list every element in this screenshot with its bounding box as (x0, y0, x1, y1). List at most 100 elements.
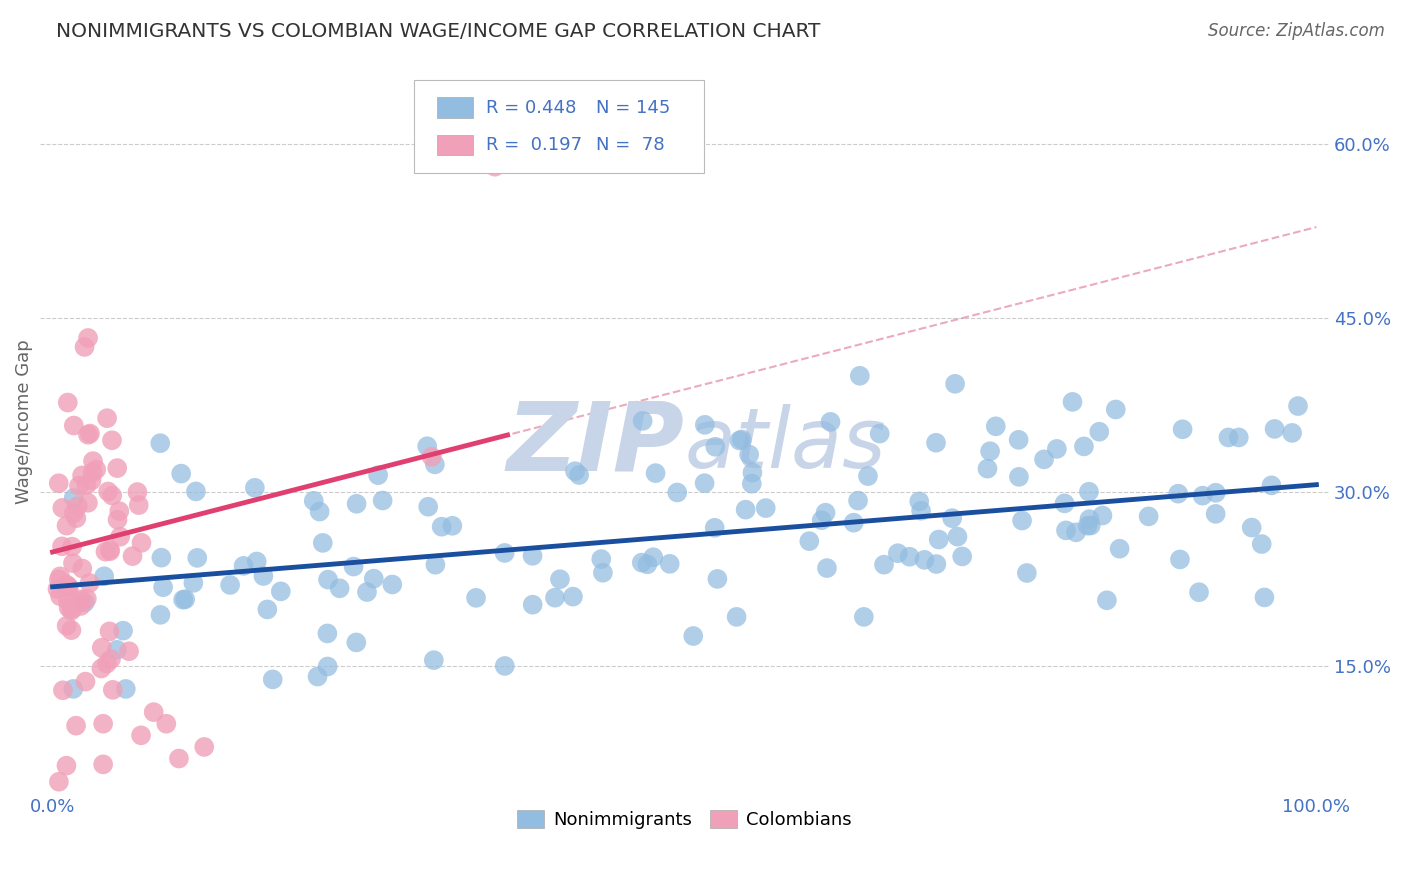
Point (76, 478, 98, 492)
Point (75, 674, 97, 689)
Point (46, 582, 69, 596)
Point (48, 476, 70, 491)
Point (1073, 439, 1095, 453)
Point (562, 590, 585, 604)
Point (77, 496, 100, 510)
Point (72, 561, 94, 575)
Point (1205, 507, 1227, 521)
Point (60, 623, 83, 637)
Point (101, 434, 124, 448)
Point (55, 518, 77, 533)
Point (90, 640, 112, 655)
Point (1171, 422, 1194, 436)
Point (522, 598, 544, 612)
Point (914, 553, 936, 567)
Legend: Nonimmigrants, Colombians: Nonimmigrants, Colombians (510, 803, 859, 837)
Point (316, 573, 339, 587)
Point (108, 504, 131, 518)
Point (644, 466, 666, 480)
Point (66, 499, 89, 513)
Point (312, 536, 335, 550)
Point (193, 739, 215, 754)
Point (96, 411, 118, 425)
Point (65, 511, 87, 525)
Point (55, 758, 77, 772)
Point (97, 484, 120, 499)
Point (703, 521, 725, 535)
Point (950, 549, 973, 564)
Point (741, 476, 763, 491)
Point (256, 602, 278, 616)
Point (910, 504, 932, 518)
Point (682, 629, 704, 643)
Point (423, 653, 446, 667)
Point (60, 603, 83, 617)
Point (107, 513, 129, 527)
Point (371, 493, 394, 508)
Point (70, 468, 93, 483)
Point (820, 415, 842, 429)
Point (946, 530, 969, 544)
Point (96, 657, 118, 671)
Point (1080, 518, 1102, 533)
Point (219, 578, 242, 592)
Point (73, 595, 96, 609)
Point (62, 556, 84, 570)
Point (984, 419, 1007, 434)
Point (79, 576, 101, 591)
Point (329, 582, 352, 596)
Point (1053, 496, 1076, 510)
Point (928, 533, 950, 547)
Point (69, 592, 91, 607)
Point (51, 500, 73, 515)
Point (49, 569, 72, 583)
Text: Source: ZipAtlas.com: Source: ZipAtlas.com (1208, 22, 1385, 40)
Point (693, 417, 716, 432)
Point (1108, 541, 1130, 556)
Point (842, 516, 865, 530)
Point (48, 774, 70, 789)
Point (630, 556, 652, 570)
Point (76, 591, 98, 606)
Point (564, 464, 586, 478)
Point (73, 340, 96, 354)
Point (101, 682, 124, 697)
Point (62, 681, 84, 696)
Point (731, 433, 754, 447)
Point (1286, 399, 1309, 413)
Point (184, 484, 207, 499)
Point (142, 705, 165, 719)
Point (846, 493, 869, 508)
Point (810, 513, 832, 527)
Point (170, 467, 193, 481)
Point (734, 502, 756, 516)
Point (1033, 452, 1056, 467)
Point (658, 557, 681, 571)
Point (1205, 485, 1227, 500)
Point (1015, 566, 1038, 580)
Point (741, 466, 763, 480)
Point (976, 461, 998, 475)
Point (118, 644, 141, 658)
Point (693, 476, 716, 491)
Text: R = 0.448: R = 0.448 (486, 99, 576, 117)
Point (1054, 524, 1077, 538)
Point (316, 626, 339, 640)
Point (979, 444, 1001, 458)
Point (666, 485, 689, 500)
Point (49, 589, 72, 603)
Point (363, 572, 385, 586)
Point (465, 591, 488, 605)
Point (246, 554, 269, 568)
Point (316, 659, 339, 673)
Point (105, 642, 128, 657)
Point (51, 539, 73, 553)
Point (80, 474, 103, 488)
Point (849, 368, 872, 383)
Point (631, 414, 654, 428)
Point (548, 572, 571, 586)
Text: NONIMMIGRANTS VS COLOMBIAN WAGE/INCOME GAP CORRELATION CHART: NONIMMIGRANTS VS COLOMBIAN WAGE/INCOME G… (56, 22, 821, 41)
Point (494, 546, 516, 560)
Point (69, 599, 91, 613)
Point (155, 716, 177, 731)
